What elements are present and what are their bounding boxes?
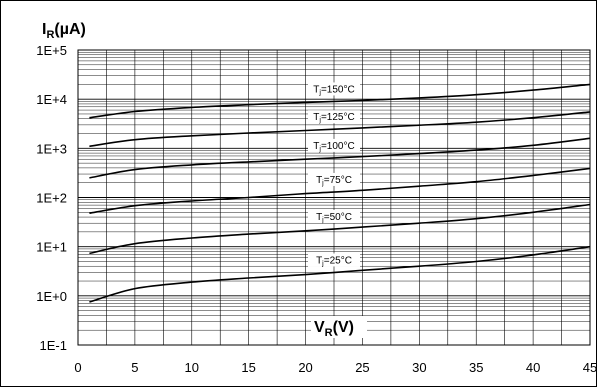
x-tick-label: 30 xyxy=(412,360,426,375)
x-tick-label: 0 xyxy=(74,360,81,375)
series-label: Tj=150°C xyxy=(313,84,354,96)
y-tick-label: 1E+0 xyxy=(36,289,67,304)
y-axis-title: IR(µA) xyxy=(42,21,86,41)
x-tick-label: 5 xyxy=(131,360,138,375)
series-label-group: Tj=100°C xyxy=(308,138,360,153)
x-axis-title: VR(V) xyxy=(314,319,354,339)
y-tick-label: 1E+4 xyxy=(36,92,67,107)
series-label-background xyxy=(308,209,360,223)
curves xyxy=(89,83,591,303)
y-tick-label: 1E+2 xyxy=(36,191,67,206)
series-label-background xyxy=(308,172,360,186)
series-label: Tj=25°C xyxy=(316,255,352,267)
series-line xyxy=(89,245,591,303)
x-tick-label: 20 xyxy=(298,360,312,375)
series-label-group: Tj=25°C xyxy=(308,253,360,267)
series-label-group: Tj=75°C xyxy=(308,172,360,187)
x-tick-label: 45 xyxy=(583,360,597,375)
y-tick-label: 1E+5 xyxy=(36,43,67,58)
series-label: Tj=75°C xyxy=(316,175,352,187)
series-line xyxy=(89,111,591,148)
series-label-group: Tj=150°C xyxy=(308,82,360,96)
y-tick-label: 1E-1 xyxy=(40,338,67,353)
tick-labels: 0 5 10 15 20 25 30 35 40 45 1E-1 1E+0 1E+1 1E+2 1E+3 1E… xyxy=(36,43,597,375)
y-tick-label: 1E+1 xyxy=(36,240,67,255)
series-label-group: Tj=50°C xyxy=(308,209,360,224)
series-line xyxy=(89,83,591,119)
series-labels: Tj=150°C Tj=125°C Tj=100°C Tj=75°C Tj=50°C Tj… xyxy=(308,82,360,267)
x-tick-label: 25 xyxy=(355,360,369,375)
x-tick-label: 10 xyxy=(185,360,199,375)
series-label-background xyxy=(308,253,360,267)
series-label: Tj=50°C xyxy=(316,212,352,224)
series-line xyxy=(89,137,591,179)
series-line xyxy=(89,167,591,214)
series-label: Tj=100°C xyxy=(313,141,354,153)
plot-border xyxy=(77,49,591,346)
series-label-background xyxy=(308,110,360,124)
series-label-background xyxy=(308,138,360,152)
y-tick-label: 1E+3 xyxy=(36,141,67,156)
series-label: Tj=125°C xyxy=(313,112,354,124)
series-line xyxy=(89,203,591,255)
x-tick-label: 40 xyxy=(526,360,540,375)
series-label-background xyxy=(308,82,360,96)
x-tick-label: 35 xyxy=(469,360,483,375)
x-tick-label: 15 xyxy=(241,360,255,375)
x-axis-title-background xyxy=(311,316,367,338)
series-label-group: Tj=125°C xyxy=(308,110,360,124)
